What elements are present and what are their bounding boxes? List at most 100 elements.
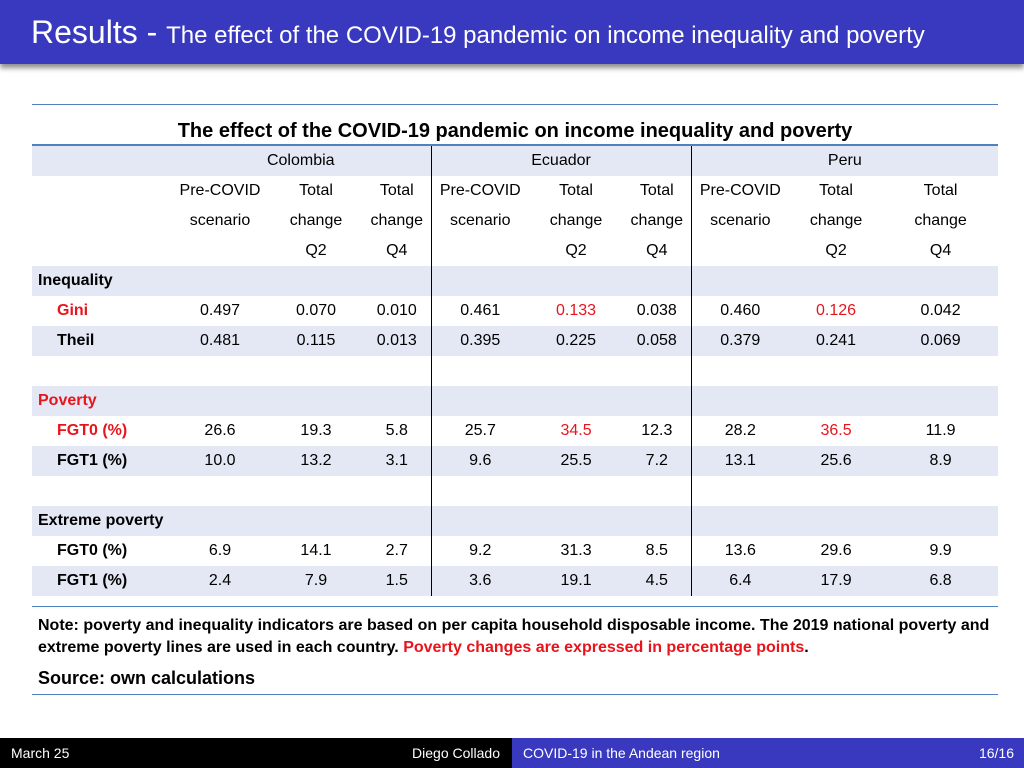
column-header-row-3: Q2 Q4 Q2 Q4 Q2 Q4 <box>32 236 998 266</box>
table-cell: 6.8 <box>883 566 999 596</box>
table-cell: 9.6 <box>431 446 530 476</box>
table-cell: 3.1 <box>363 446 432 476</box>
table-cell: 0.042 <box>920 302 961 319</box>
table-cell: 28.2 <box>724 422 756 439</box>
row-label-gini: Gini <box>57 302 89 319</box>
table-cell: 14.1 <box>300 542 332 559</box>
note-highlight: Poverty changes are expressed in percent… <box>403 639 805 656</box>
table-cell: 0.241 <box>789 326 884 356</box>
title-bar: Results - The effect of the COVID-19 pan… <box>0 0 1024 64</box>
col-header: scenario <box>450 212 511 229</box>
table-cell: 17.9 <box>789 566 884 596</box>
footer-right: COVID-19 in the Andean region 16/16 <box>512 738 1024 768</box>
table-cell: 26.6 <box>204 422 236 439</box>
table-cell: 6.4 <box>691 566 790 596</box>
col-header: Total <box>559 182 593 199</box>
section-label-inequality: Inequality <box>32 266 171 296</box>
country-colombia: Colombia <box>171 144 432 176</box>
results-table-block: The effect of the COVID-19 pandemic on i… <box>32 104 999 596</box>
table-cell: 11.9 <box>925 422 956 439</box>
col-header: Total <box>623 176 692 206</box>
footer-author: Diego Collado <box>412 745 500 761</box>
table-cell: 0.070 <box>295 302 337 319</box>
table-cell: 5.8 <box>363 416 432 446</box>
column-header-row-1: Pre-COVID Total Total Pre-COVID Total To… <box>32 176 998 206</box>
col-header: Q4 <box>623 236 692 266</box>
row-label-extreme-fgt1: FGT1 (%) <box>32 566 171 596</box>
table-cell: 25.6 <box>789 446 884 476</box>
col-header: scenario <box>710 212 771 229</box>
table-cell: 0.497 <box>199 302 241 319</box>
table-cell-highlight: 34.5 <box>560 422 592 439</box>
table-row-poverty-fgt0: FGT0 (%) 26.6 19.3 5.8 25.7 34.5 12.3 28… <box>32 416 998 446</box>
row-label-poverty-fgt0: FGT0 (%) <box>57 422 128 439</box>
table-cell: 0.115 <box>269 326 363 356</box>
table-row-gini: Gini 0.497 0.070 0.010 0.461 0.133 0.038… <box>32 296 998 326</box>
col-header: Total <box>363 176 432 206</box>
col-header: change <box>289 212 343 229</box>
table-cell: 0.379 <box>691 326 790 356</box>
col-header: Total <box>299 182 333 199</box>
col-header: change <box>914 212 967 229</box>
col-header: Pre-COVID <box>439 182 521 199</box>
source-line: Source: own calculations <box>38 668 256 688</box>
country-header-row: Colombia Ecuador Peru <box>32 144 999 176</box>
section-row-extreme-poverty: Extreme poverty <box>32 506 999 536</box>
table-cell: 6.9 <box>208 542 232 559</box>
col-header: Q2 <box>565 242 587 259</box>
footer: March 25 Diego Collado COVID-19 in the A… <box>0 738 1024 768</box>
col-header: Pre-COVID <box>699 182 781 199</box>
table-cell: 2.4 <box>171 566 269 596</box>
slide-title: Results - The effect of the COVID-19 pan… <box>31 13 925 55</box>
section-row-inequality: Inequality <box>32 266 999 296</box>
row-label-poverty-fgt1: FGT1 (%) <box>32 446 171 476</box>
table-cell: 0.395 <box>431 326 530 356</box>
table-cell: 13.2 <box>269 446 363 476</box>
col-header: Total <box>923 182 958 199</box>
col-header: change <box>549 212 603 229</box>
table-cell: 7.2 <box>623 446 692 476</box>
table-cell: 12.3 <box>623 416 692 446</box>
table-cell: 25.5 <box>529 446 624 476</box>
table-cell: 9.2 <box>469 542 492 559</box>
table-cell: 4.5 <box>623 566 692 596</box>
country-ecuador: Ecuador <box>431 144 692 176</box>
table-cell: 0.225 <box>529 326 624 356</box>
table-cell: 8.9 <box>883 446 999 476</box>
table-cell: 0.010 <box>363 296 432 326</box>
slide-title-main: Results - <box>31 14 167 50</box>
spacer-row <box>32 476 998 506</box>
table-row-poverty-fgt1: FGT1 (%) 10.0 13.2 3.1 9.6 25.5 7.2 13.1… <box>32 446 999 476</box>
col-header: Q2 <box>305 242 327 259</box>
table-row-theil: Theil 0.481 0.115 0.013 0.395 0.225 0.05… <box>32 326 999 356</box>
table-cell: 0.038 <box>623 296 692 326</box>
table-cell: 29.6 <box>820 542 852 559</box>
spacer-row <box>32 356 998 386</box>
col-header: Q2 <box>825 242 847 259</box>
table-cell: 8.5 <box>623 536 692 566</box>
col-header: Total <box>819 182 853 199</box>
note-body: Note: poverty and inequality indicators … <box>38 617 990 656</box>
page-number: 16/16 <box>978 745 1014 761</box>
col-header: change <box>809 212 863 229</box>
table-cell: 9.9 <box>929 542 952 559</box>
table-cell: 10.0 <box>171 446 269 476</box>
table-cell: 19.1 <box>529 566 624 596</box>
table-cell: 7.9 <box>269 566 363 596</box>
table-cell-highlight: 0.133 <box>556 302 597 319</box>
note-end: . <box>804 639 809 656</box>
table-cell: 31.3 <box>560 542 592 559</box>
table-cell: 13.6 <box>724 542 756 559</box>
col-header: change <box>363 206 432 236</box>
col-header: Q4 <box>929 242 952 259</box>
col-header: change <box>623 206 692 236</box>
table-cell: 19.3 <box>300 422 332 439</box>
country-peru: Peru <box>691 144 999 176</box>
table-cell: 25.7 <box>464 422 496 439</box>
table-cell: 2.7 <box>363 536 432 566</box>
col-header: Q4 <box>363 236 432 266</box>
table-cell: 0.058 <box>623 326 692 356</box>
table-cell-highlight: 0.126 <box>816 302 857 319</box>
table-cell: 0.481 <box>171 326 269 356</box>
section-row-poverty: Poverty <box>32 386 999 416</box>
